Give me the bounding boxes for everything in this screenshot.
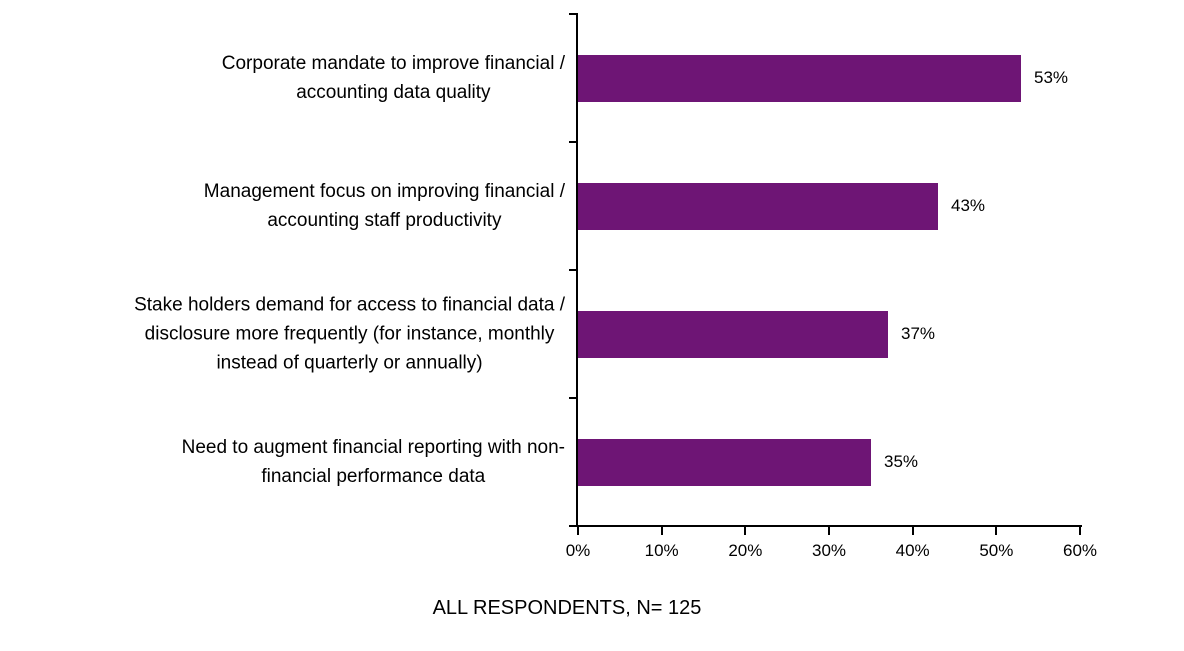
category-label: Corporate mandate to improve financial /… — [222, 49, 565, 107]
category-label-line: disclosure more frequently (for instance… — [144, 323, 555, 345]
x-axis-tick — [577, 527, 579, 535]
y-axis-tick — [569, 525, 577, 527]
x-axis-tick — [744, 527, 747, 535]
x-axis-tick — [660, 527, 663, 535]
bar — [578, 438, 871, 486]
category-label-line: financial performance data — [261, 466, 486, 487]
x-axis-tick — [1079, 527, 1081, 535]
chart-caption: ALL RESPONDENTS, N= 125 — [432, 597, 702, 619]
category-label-line: Stake holders demand for access to finan… — [134, 294, 565, 316]
category-label-line: Need to augment financial reporting with… — [181, 437, 565, 458]
x-tick-label: 30% — [811, 541, 847, 560]
category-label-line: accounting data quality — [296, 82, 491, 103]
category-label-line: Corporate mandate to improve financial / — [221, 53, 565, 74]
x-axis-tick — [828, 527, 830, 535]
y-axis-tick — [569, 269, 577, 271]
category-label-line: accounting staff productivity — [267, 210, 502, 231]
bar-value-label: 53% — [1034, 68, 1069, 87]
category-label-line: Management focus on improving financial … — [203, 181, 565, 202]
bar-value-label: 43% — [951, 196, 986, 215]
x-tick-label: 40% — [895, 541, 930, 560]
x-axis-tick — [995, 527, 998, 535]
bar — [578, 310, 888, 358]
x-axis-line — [576, 525, 1082, 527]
bar-value-label: 35% — [884, 452, 919, 471]
y-axis-tick — [569, 141, 577, 143]
bar-value-label: 37% — [901, 324, 936, 343]
category-label: Need to augment financial reporting with… — [182, 433, 565, 491]
category-label: Stake holders demand for access to finan… — [134, 291, 565, 378]
bar — [578, 182, 938, 230]
category-label-line: instead of quarterly or annually) — [216, 352, 483, 374]
x-tick-label: 0% — [565, 541, 591, 560]
x-axis-tick — [911, 527, 914, 535]
y-axis-line — [576, 13, 578, 527]
x-tick-label: 60% — [1062, 541, 1098, 560]
x-tick-label: 20% — [728, 541, 763, 560]
x-tick-label: 10% — [644, 541, 679, 560]
category-label: Management focus on improving financial … — [204, 177, 565, 235]
bar — [578, 54, 1021, 102]
x-tick-label: 50% — [979, 541, 1014, 560]
y-axis-tick — [569, 13, 577, 15]
y-axis-tick — [569, 397, 577, 399]
